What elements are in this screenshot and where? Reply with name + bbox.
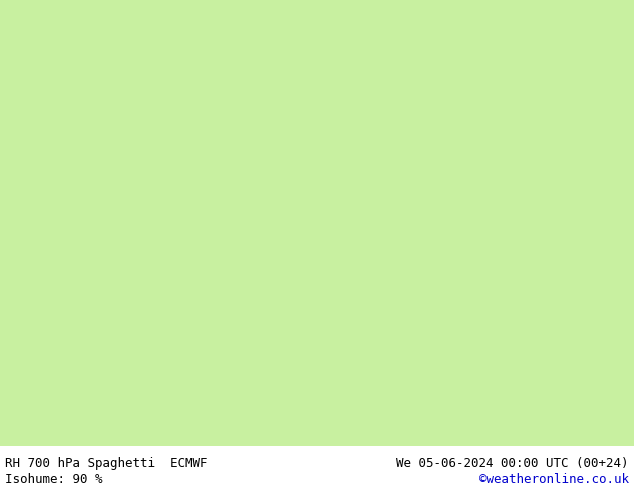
Text: ©weatheronline.co.uk: ©weatheronline.co.uk <box>479 473 629 487</box>
Text: RH 700 hPa Spaghetti  ECMWF: RH 700 hPa Spaghetti ECMWF <box>5 457 207 470</box>
Text: Isohume: 90 %: Isohume: 90 % <box>5 473 103 487</box>
Text: We 05-06-2024 00:00 UTC (00+24): We 05-06-2024 00:00 UTC (00+24) <box>396 457 629 470</box>
